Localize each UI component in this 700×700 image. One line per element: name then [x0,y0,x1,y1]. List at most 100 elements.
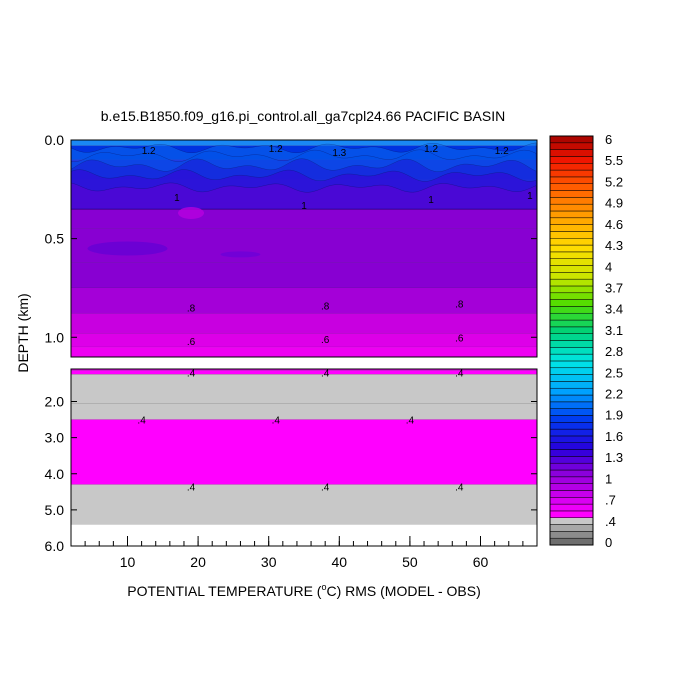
colorbar-box-42 [549,251,594,259]
colorbar-labels: 6 5.5 5.2 4.9 4.6 4.3 4 3.7 3.4 3.1 2.8 2.5 2.2 1.9 1.… [605,132,623,550]
contour-label-20: .4 [406,416,415,427]
upper-band-7 [71,287,537,314]
y-lower-tick-label-4: 6.0 [45,538,65,554]
colorbar-label-18: .4 [605,514,616,529]
upper-band-0 [71,140,537,146]
colorbar: 6 5.5 5.2 4.9 4.6 4.3 4 3.7 3.4 3.1 2.8 2.5 2.2 1.9 1.… [549,132,623,550]
colorbar-label-3: 4.9 [605,196,623,211]
colorbar-box-3 [549,517,594,525]
contour-label-21: .4 [187,482,196,493]
contour-blob-1 [178,206,205,219]
x-tick-label-1: 20 [190,554,206,570]
lower-panel-frame [70,368,538,547]
x-tick-label-2: 30 [261,554,277,570]
x-tick-label-5: 60 [473,554,489,570]
x-axis-label-prefix: POTENTIAL TEMPERATURE ( [127,583,322,599]
colorbar-label-4: 4.6 [605,217,623,232]
colorbar-box-24 [549,374,594,382]
contour-blob-3 [220,251,261,258]
colorbar-box-22 [549,387,594,396]
colorbar-box-53 [549,176,594,184]
colorbar-box-5 [549,503,594,512]
colorbar-box-23 [549,381,594,389]
y-upper-tick-label-1: 0.5 [45,231,65,247]
upper-surface-contours [70,142,538,258]
colorbar-box-33 [549,312,594,321]
upper-band-6 [71,262,537,288]
y-axis-ticks: 0.0 0.5 1.0 2.0 3.0 4.0 5.0 6.0 [45,132,537,554]
contour-label-10: .8 [321,302,330,313]
colorbar-box-34 [549,306,594,314]
lower-band-4 [71,419,537,485]
x-axis-label: POTENTIAL TEMPERATURE (oC) RMS (MODEL - … [127,582,481,599]
lower-band-0 [71,369,537,371]
colorbar-box-48 [549,210,594,219]
contour-label-18: .4 [137,416,146,427]
colorbar-box-38 [549,278,594,287]
chart-title: b.e15.B1850.f09_g16.pi_control.all_ga7cp… [101,108,505,124]
contour-label-19: .4 [272,416,281,427]
upper-panel [70,139,538,358]
colorbar-box-15 [549,435,594,443]
contour-label-0: 1.2 [142,146,156,157]
y-lower-tick-label-3: 5.0 [45,502,65,518]
colorbar-box-36 [549,292,594,300]
colorbar-box-59 [549,135,594,144]
colorbar-box-43 [549,244,594,253]
colorbar-box-16 [549,428,594,437]
contour-blob-2 [87,241,168,256]
colorbar-label-0: 6 [605,132,612,147]
colorbar-box-12 [549,456,594,464]
upper-band-9 [71,333,537,348]
contour-label-12: .6 [187,337,196,348]
contour-label-17: .4 [455,369,464,380]
lower-depth-bands [71,369,537,547]
colorbar-box-26 [549,360,594,369]
y-upper-tick-label-2: 1.0 [45,329,65,345]
lower-panel [70,368,538,547]
contour-label-23: .4 [455,482,464,493]
colorbar-label-15: 1.3 [605,450,623,465]
colorbar-label-16: 1 [605,471,612,486]
colorbar-label-7: 3.7 [605,280,623,295]
colorbar-box-9 [549,476,594,484]
colorbar-box-0 [549,537,594,546]
surface-contour-4 [70,182,538,210]
colorbar-box-35 [549,299,594,307]
contour-label-6: 1 [301,201,307,212]
contour-label-8: 1 [527,191,533,202]
colorbar-label-11: 2.5 [605,365,623,380]
x-tick-label-4: 50 [402,554,418,570]
colorbar-box-58 [549,142,594,150]
colorbar-label-9: 3.1 [605,323,623,338]
x-tick-label-0: 10 [120,554,136,570]
colorbar-box-10 [549,469,594,478]
contour-label-16: .4 [321,369,330,380]
colorbar-box-40 [549,265,594,273]
contour-label-13: .6 [321,335,330,346]
colorbar-box-57 [549,149,594,157]
contour-labels: 1.2 1.2 1.3 1.2 1.2 1 1 1 1 .8 .8 .8 .6 .6 .6 .4 .4 .4 .4.… [137,144,533,494]
colorbar-label-6: 4 [605,259,612,274]
x-axis-label-suffix: C) RMS (MODEL - OBS) [326,583,480,599]
colorbar-box-8 [549,483,594,491]
contour-label-3: 1.2 [424,144,438,155]
colorbar-box-11 [549,462,594,471]
colorbar-box-28 [549,347,594,355]
colorbar-box-7 [549,490,594,498]
colorbar-label-17: .7 [605,493,616,508]
contour-label-11: .8 [455,300,464,311]
contour-label-4: 1.2 [495,146,509,157]
colorbar-box-55 [549,163,594,171]
colorbar-label-1: 5.5 [605,153,623,168]
colorbar-label-2: 5.2 [605,174,623,189]
colorbar-label-19: 0 [605,535,612,550]
colorbar-box-52 [549,183,594,191]
upper-band-8 [71,313,537,334]
colorbar-box-47 [549,217,594,225]
x-axis-label-sup: o [321,582,326,592]
colorbar-box-21 [549,394,594,403]
y-upper-tick-label-0: 0.0 [45,132,65,148]
colorbar-box-29 [549,340,594,348]
